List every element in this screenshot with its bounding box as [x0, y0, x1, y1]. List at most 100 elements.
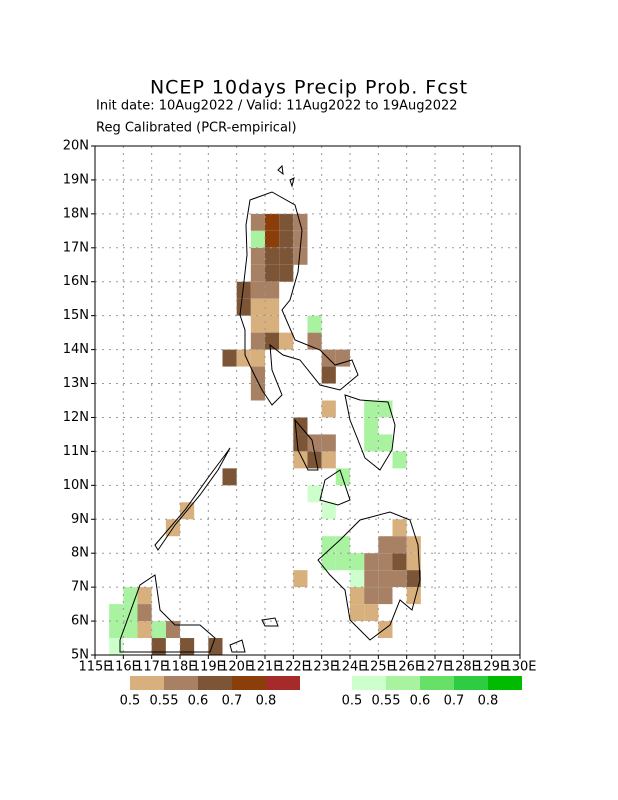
dry-cell	[250, 315, 265, 333]
x-tick-label: 117E	[135, 660, 168, 675]
colorbar-box	[352, 676, 386, 690]
dry-cell	[378, 536, 393, 554]
colorbar-box	[454, 676, 488, 690]
dry-cell	[321, 451, 336, 469]
wet-cell	[151, 621, 166, 639]
x-tick-label: 128E	[447, 660, 480, 675]
x-tick-label: 116E	[107, 660, 140, 675]
x-tick-label: 115E	[78, 660, 111, 675]
x-tick-label: 130E	[503, 660, 536, 675]
y-tick-label: 19N	[63, 172, 89, 187]
colorbar-label: 0.6	[410, 694, 431, 709]
wet-cell	[364, 434, 379, 452]
colorbar-label: 0.8	[478, 694, 499, 709]
chart-title: NCEP 10days Precip Prob. Fcst	[150, 77, 468, 99]
dry-cell	[321, 366, 336, 384]
dry-cell	[406, 553, 421, 571]
colorbar-box	[488, 676, 522, 690]
y-tick-label: 20N	[63, 139, 89, 154]
dry-cell	[236, 281, 251, 299]
dry-cell	[265, 315, 280, 333]
colorbar-box	[198, 676, 232, 690]
colorbar-box	[266, 676, 300, 690]
wet-cell	[307, 485, 322, 503]
wet-cell	[321, 502, 336, 520]
dry-cell	[293, 213, 308, 231]
y-tick-label: 8N	[71, 546, 89, 561]
x-tick-label: 119E	[192, 660, 225, 675]
y-tick-label: 15N	[63, 308, 89, 323]
y-tick-label: 10N	[63, 478, 89, 493]
x-tick-label: 129E	[475, 660, 508, 675]
dry-cell	[250, 332, 265, 350]
dry-cell	[335, 349, 350, 367]
wet-cell	[250, 230, 265, 248]
dry-cell	[392, 519, 407, 537]
dry-cell	[307, 451, 322, 469]
dry-cell	[293, 230, 308, 248]
colorbar-label: 0.7	[222, 694, 243, 709]
dry-cell	[406, 570, 421, 588]
wet-cell	[335, 468, 350, 486]
colorbar-label: 0.5	[120, 694, 141, 709]
x-tick-label: 124E	[333, 660, 366, 675]
dry-cell	[293, 434, 308, 452]
dry-cell	[222, 468, 237, 486]
y-tick-label: 9N	[71, 512, 89, 527]
wet-cell	[335, 553, 350, 571]
x-tick-label: 127E	[418, 660, 451, 675]
colorbar-label: 0.8	[256, 694, 277, 709]
dry-cell	[279, 247, 294, 265]
dry-cell	[350, 587, 365, 605]
wet-cell	[364, 417, 379, 435]
dry-cell	[250, 383, 265, 401]
x-tick-label: 120E	[220, 660, 253, 675]
dry-cell	[279, 230, 294, 248]
y-tick-label: 12N	[63, 410, 89, 425]
colorbar-box	[232, 676, 266, 690]
dry-cell	[151, 638, 166, 655]
dry-cell	[222, 349, 237, 367]
wet-cell	[392, 451, 407, 469]
dry-cell	[137, 587, 152, 605]
x-tick-label: 122E	[277, 660, 310, 675]
x-tick-label: 123E	[305, 660, 338, 675]
dry-cell	[378, 570, 393, 588]
dry-cell	[364, 587, 379, 605]
x-tick-label: 118E	[163, 660, 196, 675]
dry-cell	[250, 247, 265, 265]
dry-cell	[208, 638, 223, 655]
dry-cell	[293, 451, 308, 469]
dry-cell	[265, 281, 280, 299]
x-tick-label: 126E	[390, 660, 423, 675]
dry-cell	[265, 247, 280, 265]
colorbar-box	[386, 676, 420, 690]
wet-cell	[109, 604, 124, 622]
y-tick-label: 16N	[63, 274, 89, 289]
wet-cell	[364, 400, 379, 418]
dry-cell	[279, 213, 294, 231]
colorbar-label: 0.6	[188, 694, 209, 709]
note: Reg Calibrated (PCR-empirical)	[96, 121, 297, 136]
wet-cell	[307, 315, 322, 333]
dry-cell	[279, 332, 294, 350]
x-tick-label: 121E	[248, 660, 281, 675]
y-tick-label: 13N	[63, 376, 89, 391]
dry-cell	[236, 349, 251, 367]
dry-cell	[180, 638, 195, 655]
wet-cell	[335, 536, 350, 554]
wet-cell	[350, 570, 365, 588]
y-tick-label: 18N	[63, 206, 89, 221]
dry-cell	[350, 604, 365, 622]
dry-cell	[250, 213, 265, 231]
dry-cell	[250, 349, 265, 367]
dry-cell	[250, 366, 265, 384]
dry-cell	[265, 298, 280, 316]
wet-cell	[350, 553, 365, 571]
colorbar-label: 0.7	[444, 694, 465, 709]
dry-cell	[279, 264, 294, 282]
dry-cell	[250, 264, 265, 282]
plot-frame	[94, 145, 521, 656]
wet-cell	[109, 621, 124, 639]
dry-cell	[392, 536, 407, 554]
